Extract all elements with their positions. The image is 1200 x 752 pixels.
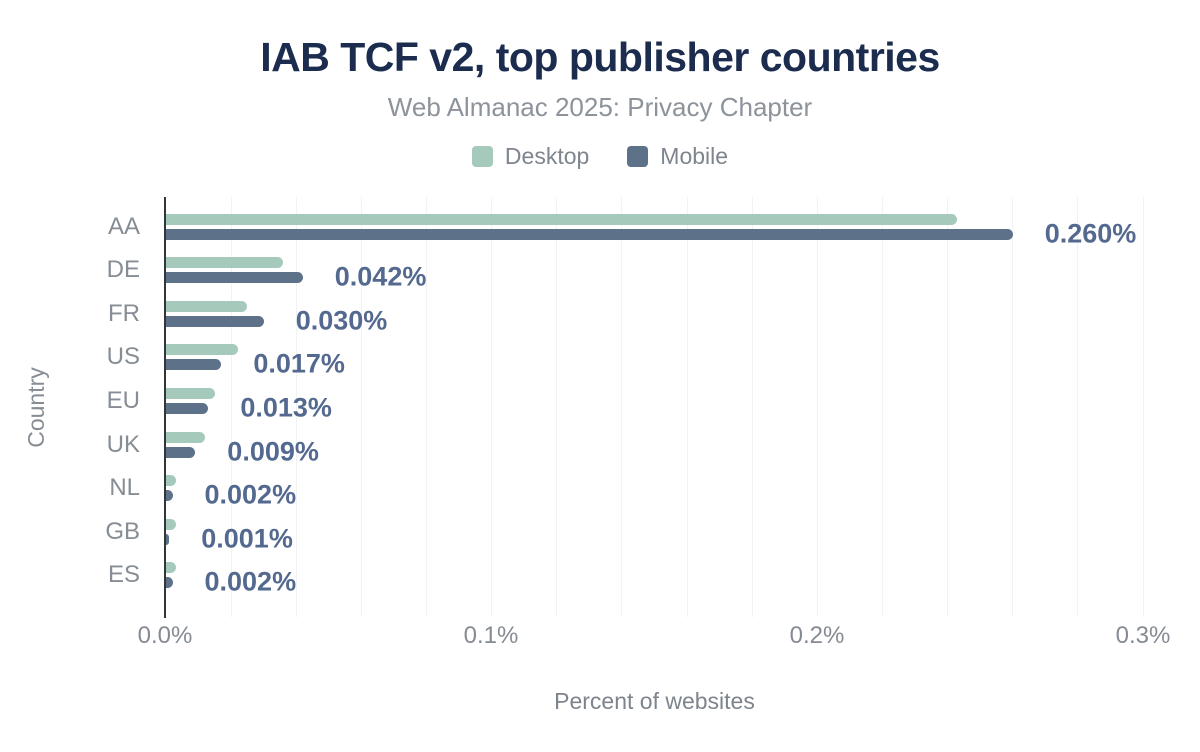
- bar-mobile-uk[interactable]: [166, 446, 196, 458]
- gridline: [947, 197, 949, 617]
- gridline: [621, 197, 623, 617]
- gridline: [556, 197, 558, 617]
- bar-value-label-gb: 0.001%: [201, 523, 293, 554]
- bar-desktop-us[interactable]: [166, 344, 238, 356]
- bar-value-label-aa: 0.260%: [1044, 218, 1137, 249]
- bar-desktop-nl[interactable]: [166, 475, 176, 487]
- gridline: [1077, 197, 1079, 617]
- y-category-label-de: DE: [106, 256, 140, 284]
- gridline: [1142, 197, 1144, 617]
- y-category-label-fr: FR: [108, 299, 140, 327]
- bar-group-fr: 0.030%: [166, 292, 1143, 336]
- plot-area: 0.260% 0.042% 0.030% 0.017% 0.013% 0.009% 0.00…: [164, 197, 1144, 618]
- legend: Desktop Mobile: [0, 143, 1200, 170]
- gridline: [295, 197, 297, 617]
- y-category-label-gb: GB: [105, 517, 140, 545]
- gridline: [1012, 197, 1014, 617]
- legend-label: Mobile: [660, 143, 729, 169]
- x-tick-label-02: 0.2%: [789, 622, 845, 649]
- x-tick-label-03: 0.3%: [1115, 622, 1171, 649]
- gridline: [816, 197, 818, 617]
- bar-value-label-de: 0.042%: [334, 261, 427, 292]
- bar-mobile-fr[interactable]: [166, 315, 264, 327]
- bar-desktop-eu[interactable]: [166, 388, 215, 400]
- bar-group-us: 0.017%: [166, 336, 1143, 380]
- bar-group-eu: 0.013%: [166, 379, 1143, 423]
- bar-desktop-uk[interactable]: [166, 431, 206, 443]
- bar-group-es: 0.002%: [166, 554, 1143, 598]
- bar-mobile-nl[interactable]: [166, 490, 173, 502]
- bar-mobile-eu[interactable]: [166, 403, 209, 415]
- bar-desktop-aa[interactable]: [166, 213, 958, 225]
- bar-value-label-nl: 0.002%: [204, 479, 297, 510]
- y-category-label-es: ES: [107, 561, 140, 589]
- bar-desktop-es[interactable]: [166, 562, 176, 574]
- bar-group-aa: 0.260%: [166, 205, 1143, 249]
- bar-value-label-es: 0.002%: [204, 566, 297, 597]
- y-category-label-eu: EU: [106, 387, 140, 415]
- legend-label: Desktop: [504, 143, 590, 169]
- y-axis-category-labels: AA DE FR US EU UK NL GB ES: [0, 197, 152, 617]
- bar-desktop-gb[interactable]: [166, 518, 176, 530]
- gridline: [686, 197, 688, 617]
- bar-group-de: 0.042%: [166, 249, 1143, 293]
- bar-group-uk: 0.009%: [166, 423, 1143, 467]
- bar-value-label-fr: 0.030%: [295, 305, 388, 336]
- bar-desktop-fr[interactable]: [166, 300, 248, 312]
- y-axis-line: [164, 197, 166, 618]
- legend-item-desktop[interactable]: Desktop: [471, 143, 590, 170]
- chart-title: IAB TCF v2, top publisher countries: [260, 34, 940, 80]
- legend-swatch-desktop: [471, 146, 493, 167]
- gridline: [230, 197, 232, 617]
- bar-value-label-us: 0.017%: [253, 348, 345, 379]
- legend-swatch-mobile: [627, 146, 649, 167]
- y-category-label-uk: UK: [106, 430, 140, 458]
- chart-subtitle: Web Almanac 2025: Privacy Chapter: [387, 92, 813, 122]
- bar-group-gb: 0.001%: [166, 510, 1143, 554]
- gridline: [491, 197, 493, 617]
- bar-mobile-es[interactable]: [166, 577, 173, 589]
- gridline: [751, 197, 753, 617]
- x-axis-title: Percent of websites: [554, 688, 755, 714]
- x-tick-label-00: 0.0%: [137, 622, 193, 649]
- y-category-label-aa: AA: [107, 212, 140, 240]
- legend-item-mobile[interactable]: Mobile: [627, 143, 728, 170]
- bar-rows: 0.260% 0.042% 0.030% 0.017% 0.013% 0.009% 0.00…: [166, 197, 1143, 617]
- y-category-label-nl: NL: [109, 474, 140, 502]
- x-tick-label-01: 0.1%: [463, 622, 519, 649]
- bar-mobile-aa[interactable]: [166, 228, 1013, 240]
- bar-mobile-de[interactable]: [166, 272, 303, 284]
- x-axis-tick-labels: 0.0% 0.1% 0.2% 0.3%: [0, 622, 1200, 652]
- y-category-label-us: US: [106, 343, 140, 371]
- bar-mobile-us[interactable]: [166, 359, 222, 371]
- gridline: [881, 197, 883, 617]
- bar-value-label-uk: 0.009%: [227, 436, 319, 467]
- bar-desktop-de[interactable]: [166, 257, 284, 269]
- gridline: [426, 197, 428, 617]
- gridline: [360, 197, 362, 617]
- bar-value-label-eu: 0.013%: [240, 392, 332, 423]
- bar-mobile-gb[interactable]: [166, 533, 170, 545]
- bar-group-nl: 0.002%: [166, 466, 1143, 510]
